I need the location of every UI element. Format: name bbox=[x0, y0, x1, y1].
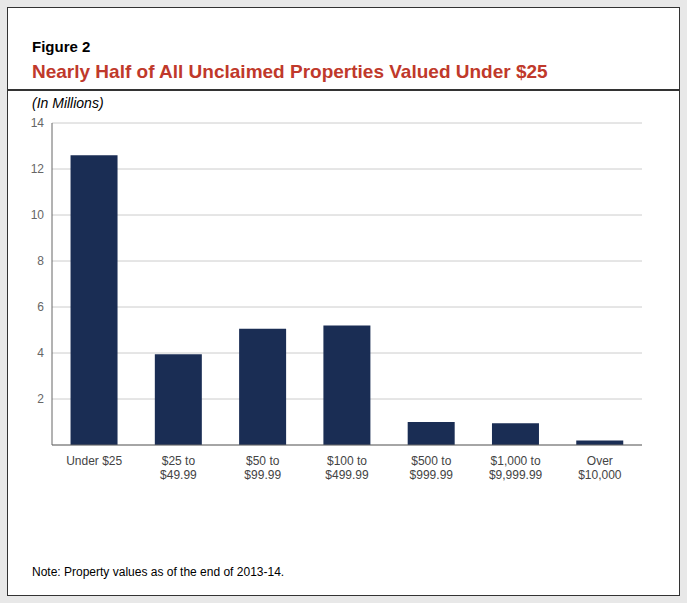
html-text:Note: Property values as of th: Note: Property values as of the end of 2… bbox=[32, 565, 285, 579]
html-text:(In Millions): (In Millions) bbox=[32, 95, 104, 111]
svg-text:10: 10 bbox=[31, 208, 45, 222]
svg-text:6: 6 bbox=[37, 300, 44, 314]
svg-text:$1,000 to$9,999.99: $1,000 to$9,999.99 bbox=[489, 454, 543, 482]
svg-text:$25 to$49.99: $25 to$49.99 bbox=[160, 454, 197, 482]
svg-text:4: 4 bbox=[37, 346, 44, 360]
svg-text:Under $25: Under $25 bbox=[66, 454, 122, 468]
html-text:Nearly Half of All Unclaimed P: Nearly Half of All Unclaimed Properties … bbox=[32, 61, 548, 82]
svg-text:8: 8 bbox=[37, 254, 44, 268]
svg-text:14: 14 bbox=[31, 116, 45, 130]
svg-text:$50 to$99.99: $50 to$99.99 bbox=[244, 454, 281, 482]
svg-text:$500 to$999.99: $500 to$999.99 bbox=[410, 454, 454, 482]
html-text:Figure 2: Figure 2 bbox=[32, 38, 91, 55]
svg-text:2: 2 bbox=[37, 392, 44, 406]
svg-text:12: 12 bbox=[31, 162, 45, 176]
svg-text:Over$10,000: Over$10,000 bbox=[578, 454, 622, 482]
svg-text:$100 to$499.99: $100 to$499.99 bbox=[325, 454, 369, 482]
